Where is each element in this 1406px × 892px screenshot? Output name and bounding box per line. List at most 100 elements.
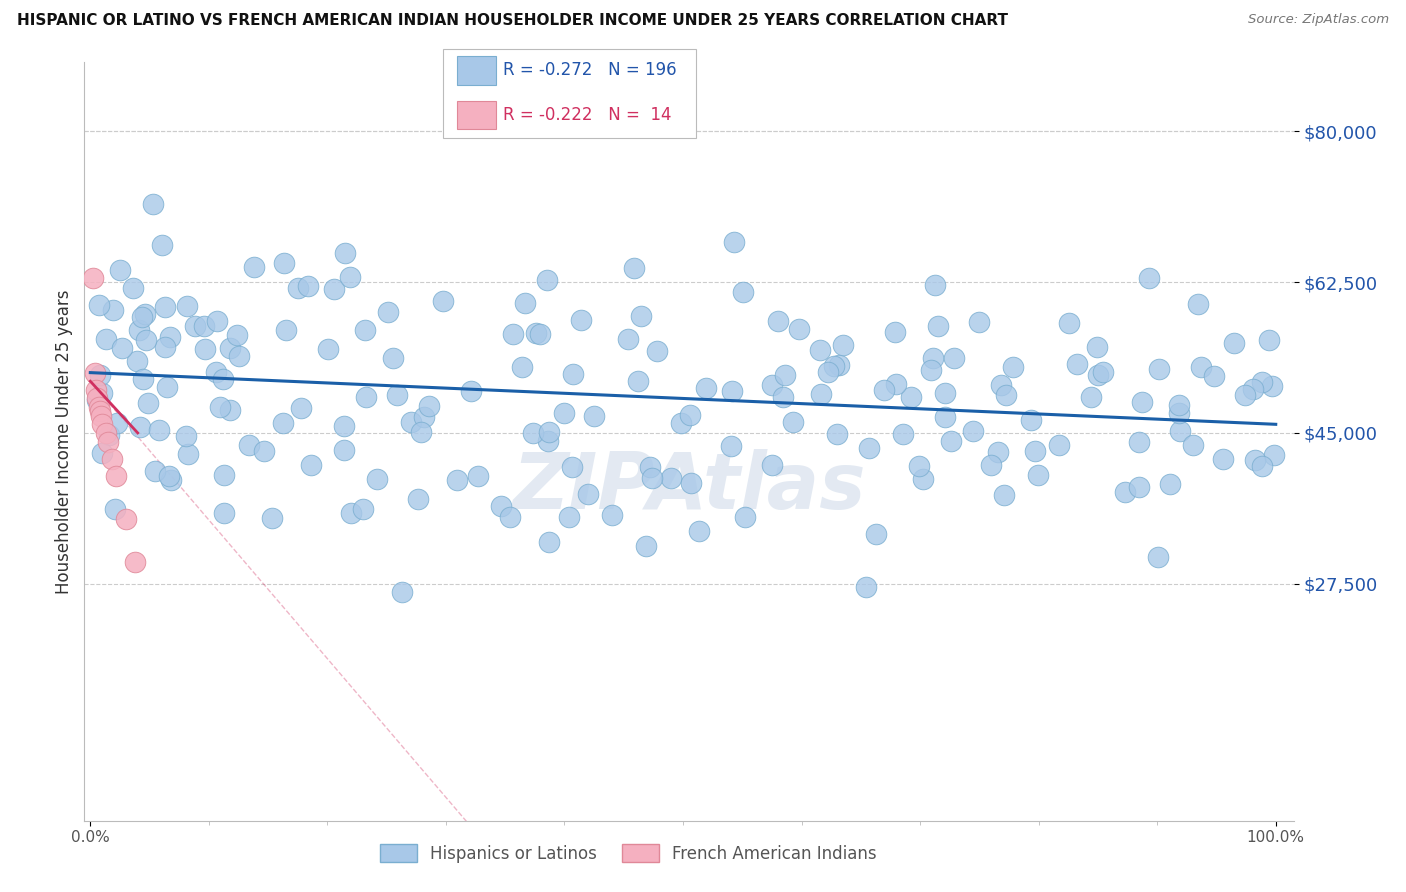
- Point: [638, 459, 661, 474]
- Point: [132, 372, 155, 386]
- Point: [1251, 459, 1274, 474]
- Point: [553, 405, 575, 419]
- Point: [524, 326, 547, 341]
- Point: [908, 459, 931, 474]
- Point: [110, 341, 132, 355]
- Point: [538, 425, 561, 439]
- Point: [502, 326, 524, 341]
- Point: [1130, 394, 1153, 409]
- Point: [645, 343, 668, 358]
- Point: [287, 280, 309, 294]
- Point: [212, 372, 235, 386]
- Point: [561, 459, 583, 474]
- Point: [1002, 359, 1025, 374]
- Point: [91, 386, 114, 401]
- Point: [159, 473, 181, 487]
- Point: [808, 343, 831, 357]
- Point: [831, 338, 853, 352]
- Point: [1244, 452, 1267, 467]
- Point: [617, 332, 640, 346]
- Point: [271, 416, 294, 430]
- Point: [432, 294, 454, 309]
- Point: [1257, 333, 1279, 347]
- Point: [377, 305, 399, 319]
- Point: [86, 392, 108, 406]
- Legend: Hispanics or Latinos, French American Indians: Hispanics or Latinos, French American In…: [374, 838, 883, 869]
- Point: [1066, 357, 1088, 371]
- Point: [761, 458, 783, 473]
- Point: [1028, 468, 1050, 483]
- Point: [143, 463, 166, 477]
- Point: [212, 506, 235, 520]
- Point: [810, 386, 832, 401]
- Point: [142, 196, 165, 211]
- Text: R = -0.272   N = 196: R = -0.272 N = 196: [503, 62, 676, 79]
- Point: [582, 409, 605, 424]
- Point: [980, 458, 1002, 472]
- Point: [155, 340, 177, 354]
- Point: [679, 476, 702, 491]
- Point: [920, 363, 942, 377]
- Point: [734, 510, 756, 524]
- Point: [993, 488, 1015, 502]
- Point: [366, 472, 388, 486]
- Point: [1114, 485, 1136, 500]
- Text: ZIPAtlas: ZIPAtlas: [512, 449, 866, 525]
- Point: [399, 415, 422, 429]
- Point: [1024, 444, 1046, 458]
- Point: [193, 318, 215, 333]
- Point: [1080, 390, 1102, 404]
- Point: [924, 277, 946, 292]
- Point: [990, 378, 1012, 392]
- Point: [634, 539, 657, 553]
- Point: [536, 273, 558, 287]
- Point: [105, 417, 128, 431]
- Point: [332, 442, 354, 457]
- Point: [1167, 398, 1189, 412]
- Point: [316, 342, 339, 356]
- Point: [1147, 549, 1170, 564]
- Point: [623, 260, 645, 275]
- Point: [1085, 340, 1108, 354]
- Point: [150, 238, 173, 252]
- Point: [627, 374, 650, 388]
- Point: [1137, 271, 1160, 285]
- Point: [159, 330, 181, 344]
- Point: [772, 391, 794, 405]
- Point: [1212, 452, 1234, 467]
- Point: [1167, 406, 1189, 420]
- Point: [381, 351, 404, 366]
- Point: [87, 298, 110, 312]
- Point: [522, 425, 544, 440]
- Point: [858, 442, 880, 456]
- Point: [148, 423, 170, 437]
- Point: [260, 510, 283, 524]
- Point: [1261, 379, 1284, 393]
- Point: [184, 319, 207, 334]
- Point: [1204, 368, 1226, 383]
- Point: [927, 318, 949, 333]
- Point: [273, 256, 295, 270]
- Point: [1182, 438, 1205, 452]
- Point: [1234, 387, 1257, 401]
- Point: [865, 527, 887, 541]
- Point: [537, 434, 560, 449]
- Point: [214, 468, 236, 483]
- Point: [460, 384, 482, 399]
- Point: [855, 580, 877, 594]
- Point: [297, 278, 319, 293]
- Point: [290, 401, 312, 415]
- Point: [922, 351, 945, 366]
- Point: [775, 368, 797, 382]
- Point: [413, 410, 436, 425]
- Point: [409, 425, 432, 440]
- Point: [446, 473, 468, 487]
- Point: [129, 420, 152, 434]
- Point: [1251, 376, 1274, 390]
- Point: [967, 315, 990, 329]
- Point: [537, 534, 560, 549]
- Point: [156, 380, 179, 394]
- Point: [391, 585, 413, 599]
- Point: [766, 313, 789, 327]
- Point: [340, 506, 363, 520]
